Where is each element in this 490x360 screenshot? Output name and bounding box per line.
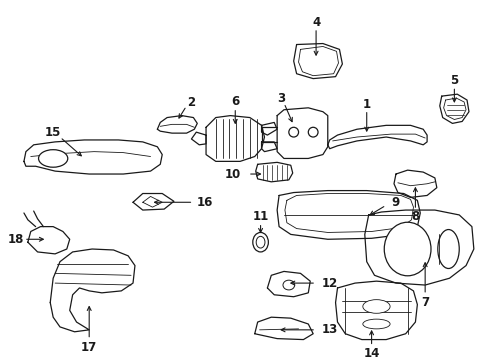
- Polygon shape: [133, 194, 174, 210]
- Text: 12: 12: [321, 276, 338, 289]
- Text: 15: 15: [45, 126, 61, 139]
- Polygon shape: [157, 116, 197, 133]
- Text: 3: 3: [277, 91, 285, 104]
- Text: 5: 5: [450, 74, 459, 87]
- Ellipse shape: [384, 222, 431, 276]
- Text: 9: 9: [392, 196, 400, 209]
- Text: 16: 16: [197, 196, 213, 209]
- Ellipse shape: [308, 127, 318, 137]
- Text: 7: 7: [421, 296, 429, 309]
- Text: 18: 18: [8, 233, 24, 246]
- Text: 2: 2: [187, 96, 196, 109]
- Text: 1: 1: [363, 98, 371, 111]
- Ellipse shape: [39, 150, 68, 167]
- Polygon shape: [262, 122, 277, 135]
- Ellipse shape: [363, 300, 390, 313]
- Polygon shape: [328, 125, 427, 149]
- Ellipse shape: [289, 127, 298, 137]
- Polygon shape: [255, 317, 313, 339]
- Ellipse shape: [283, 280, 294, 290]
- Text: 17: 17: [81, 341, 98, 354]
- Text: 13: 13: [321, 323, 338, 336]
- Polygon shape: [192, 132, 206, 145]
- Ellipse shape: [363, 319, 390, 329]
- Polygon shape: [50, 249, 135, 332]
- Polygon shape: [440, 94, 469, 123]
- Ellipse shape: [253, 233, 269, 252]
- Text: 10: 10: [224, 167, 241, 180]
- Ellipse shape: [256, 237, 265, 248]
- Polygon shape: [365, 210, 474, 285]
- Polygon shape: [24, 140, 162, 174]
- Text: 11: 11: [252, 210, 269, 223]
- Text: 8: 8: [411, 210, 419, 223]
- Text: 14: 14: [364, 347, 380, 360]
- Polygon shape: [277, 108, 328, 158]
- Polygon shape: [336, 281, 417, 339]
- Text: 4: 4: [312, 15, 320, 28]
- Polygon shape: [256, 162, 293, 182]
- Polygon shape: [262, 142, 277, 152]
- Polygon shape: [294, 44, 343, 78]
- Polygon shape: [268, 271, 310, 297]
- Polygon shape: [206, 116, 265, 161]
- Text: 6: 6: [231, 95, 240, 108]
- Polygon shape: [394, 170, 437, 197]
- Polygon shape: [28, 226, 70, 254]
- Polygon shape: [277, 190, 420, 239]
- Ellipse shape: [438, 230, 459, 269]
